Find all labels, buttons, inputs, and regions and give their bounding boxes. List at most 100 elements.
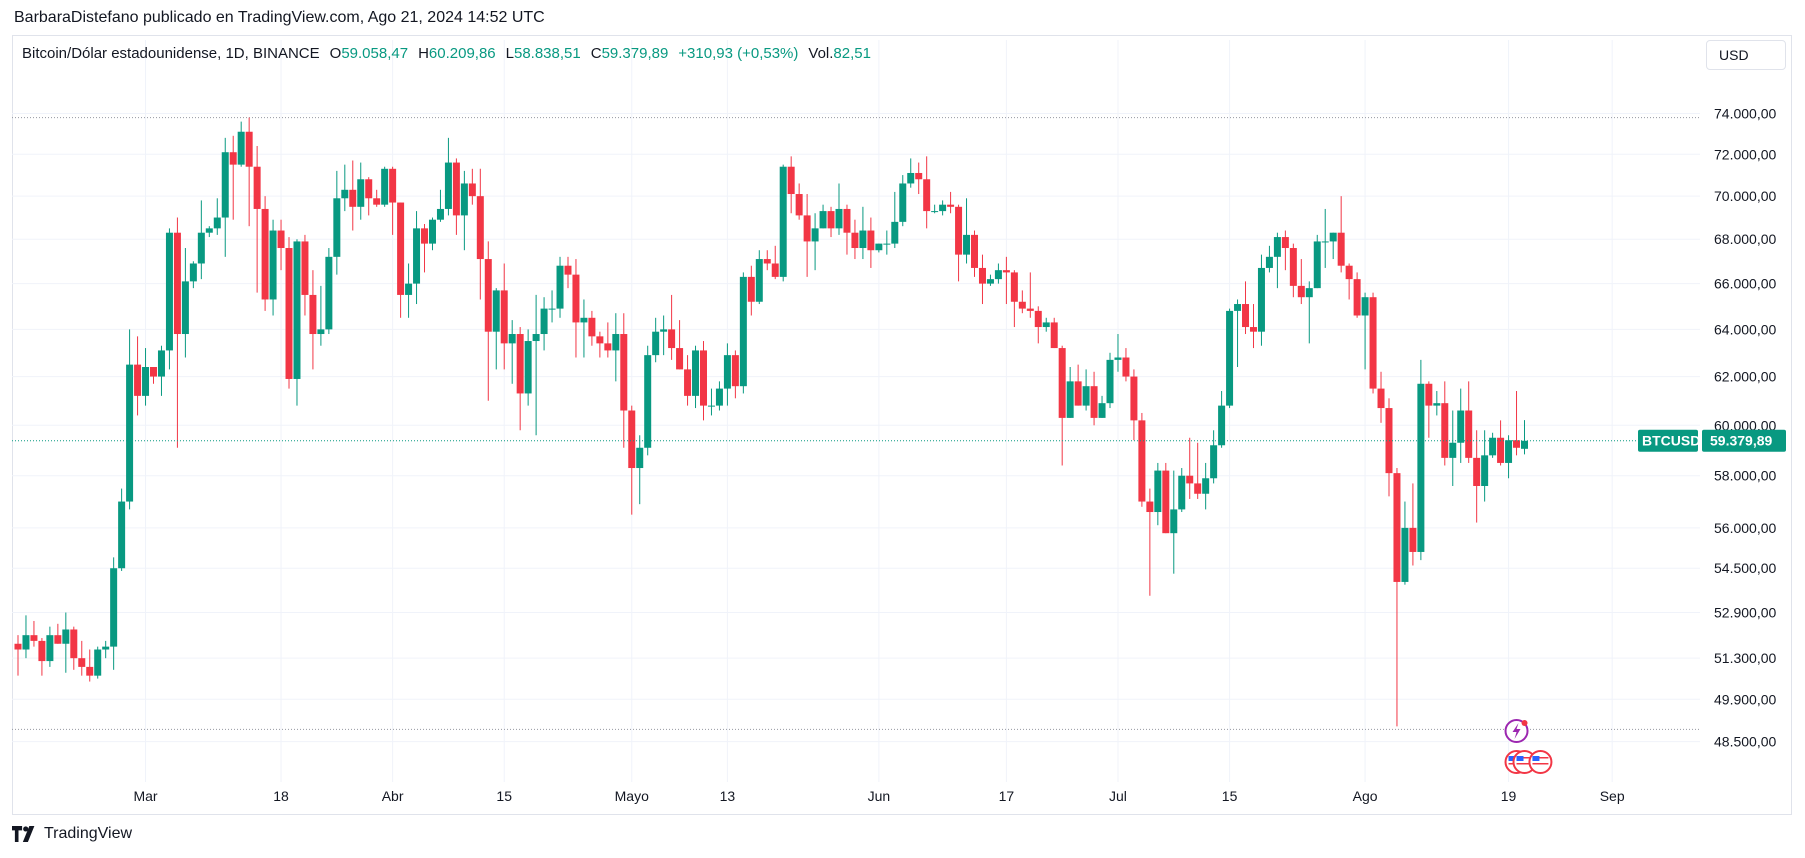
candle [1194, 442, 1202, 499]
candle [157, 345, 165, 396]
candle [428, 217, 436, 251]
candle [293, 239, 301, 406]
candle [1130, 369, 1138, 441]
candle [1481, 430, 1489, 502]
candle-body [173, 232, 181, 335]
candle [620, 313, 628, 448]
candle-body [118, 501, 126, 569]
candle [660, 315, 668, 356]
candle-body [30, 635, 38, 641]
candle [787, 156, 795, 214]
price-tick-label: 49.900,00 [1714, 691, 1776, 707]
candle-body [907, 172, 915, 184]
candle [739, 272, 747, 394]
candles [14, 117, 1528, 727]
time-tick-label: 18 [273, 788, 289, 804]
candle-body [867, 230, 875, 251]
candle [333, 170, 341, 275]
candle-body [963, 234, 971, 255]
candle [1034, 306, 1042, 344]
time-tick-label: 17 [999, 788, 1015, 804]
candle [1385, 398, 1393, 497]
candle [261, 196, 269, 311]
candle-body [1242, 304, 1250, 328]
candle [835, 183, 843, 235]
candle [30, 620, 38, 647]
currency-button[interactable]: USD [1706, 40, 1786, 70]
candle-body [947, 204, 955, 207]
symbol-description[interactable]: Bitcoin/Dólar estadounidense, 1D, BINANC… [22, 45, 320, 62]
candle [476, 168, 484, 300]
candle [1505, 435, 1513, 479]
candle [357, 162, 365, 220]
candle-body [325, 256, 333, 330]
candle-body [389, 168, 397, 203]
candle-body [1457, 410, 1465, 443]
price-tick-label: 48.500,00 [1714, 734, 1776, 750]
candle [1114, 334, 1122, 372]
candle-body [397, 202, 405, 295]
candle [86, 649, 94, 682]
candle-body [261, 208, 269, 300]
flag-stripe [1532, 763, 1549, 765]
candle-body [86, 666, 94, 676]
candle [931, 204, 939, 214]
brand-name[interactable]: TradingView [44, 825, 133, 842]
candle [779, 164, 787, 282]
candle-body [1321, 241, 1329, 243]
candle [915, 162, 923, 195]
candle-body [189, 263, 197, 282]
candle-body [1082, 386, 1090, 406]
candle-body [277, 230, 285, 249]
tradingview-logo-icon[interactable] [12, 826, 38, 842]
change-value: +310,93 (+0,53%) [678, 45, 799, 62]
candle-body [676, 348, 684, 370]
candle-body [46, 635, 54, 662]
candle-body [580, 317, 588, 323]
candle-body [660, 329, 668, 332]
price-axis[interactable]: 74.000,00 72.000,00 70.000,00 68.000,00 66.0… [1714, 106, 1776, 750]
candle-body [237, 131, 245, 165]
candle [1098, 395, 1106, 418]
candle [1210, 430, 1218, 484]
candle-body [843, 208, 851, 233]
us-flag-event-icon[interactable] [1528, 750, 1553, 774]
candle-body [899, 183, 907, 222]
candle [1425, 381, 1433, 438]
candle [803, 194, 811, 277]
candle [1409, 483, 1417, 566]
candle-body [787, 166, 795, 195]
candle-body [468, 183, 476, 197]
candle-body [142, 367, 150, 396]
candle [341, 164, 349, 212]
candle-body [1138, 420, 1146, 502]
candle-body [253, 166, 261, 209]
candle-body [1026, 308, 1034, 311]
candle [229, 135, 237, 220]
candle [1465, 381, 1473, 463]
candle [213, 198, 221, 235]
candle [94, 646, 102, 679]
candle [405, 263, 413, 318]
candle-body [915, 172, 923, 180]
candle [14, 635, 22, 676]
candle-body [102, 646, 110, 650]
candle [500, 263, 508, 370]
candle-body [1481, 455, 1489, 486]
candle [317, 285, 325, 346]
events-layer[interactable] [1504, 719, 1553, 774]
candle-body [1010, 272, 1018, 302]
time-axis[interactable]: Mar 18 Abr 15 Mayo 13 Jun 17 Jul 15 Ago 19 Sep [133, 788, 1624, 804]
volume-label: Vol. [808, 45, 834, 62]
price-tick-label: 51.300,00 [1714, 650, 1776, 666]
lightning-event-icon[interactable] [1504, 719, 1529, 743]
candle-body [596, 336, 604, 344]
candle-body [1449, 442, 1457, 458]
candle-body [1186, 475, 1194, 484]
flag-stripe [1516, 757, 1533, 759]
candle-body [1441, 403, 1449, 458]
candle-body [1393, 473, 1401, 582]
candle-body [500, 290, 508, 344]
candle-body [181, 281, 189, 335]
